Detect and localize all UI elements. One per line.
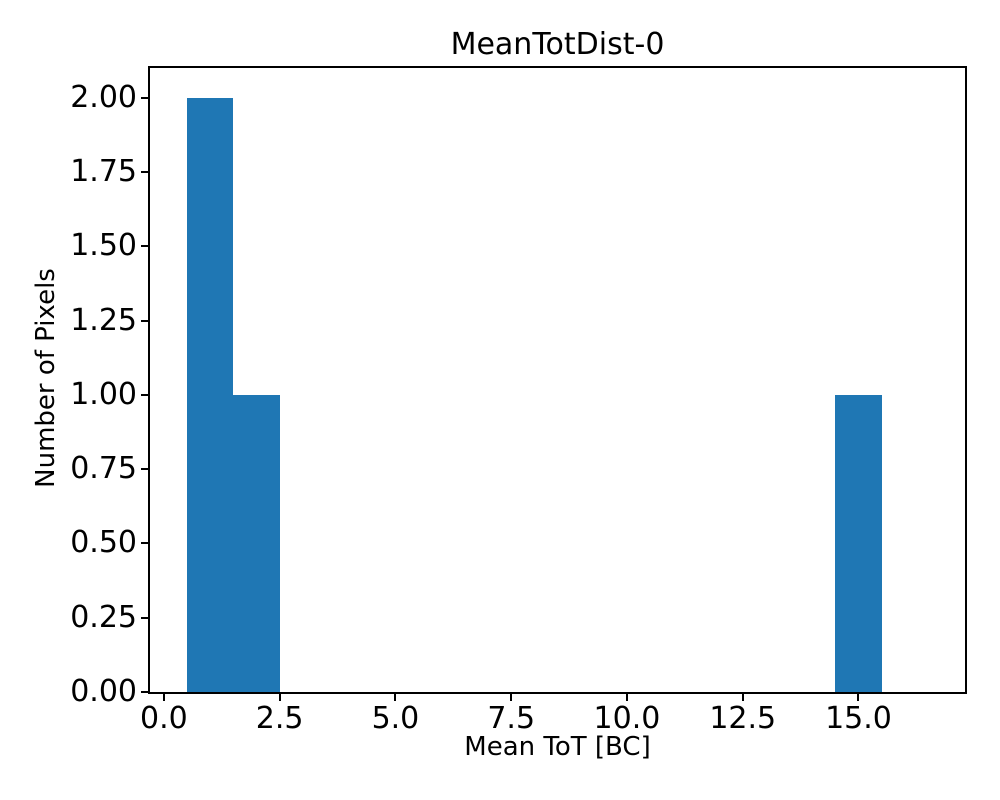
x-tick-label: 12.5: [709, 701, 777, 736]
x-tick-label: 15.0: [825, 701, 892, 736]
y-tick-mark: [141, 691, 148, 693]
x-tick-label: 7.5: [487, 701, 536, 736]
y-tick-label: 0.75: [70, 451, 137, 487]
y-tick-label: 2.00: [70, 79, 137, 115]
x-tick-label: 10.0: [593, 701, 661, 736]
x-tick-label: 5.0: [371, 701, 420, 736]
x-tick-mark: [741, 694, 744, 701]
x-tick-mark: [394, 694, 397, 701]
y-tick-label: 0.50: [70, 525, 137, 561]
x-tick-mark: [510, 694, 513, 701]
y-tick-mark: [141, 542, 148, 545]
histogram-bar: [187, 97, 234, 692]
x-axis-label: Mean ToT [BC]: [464, 732, 651, 762]
plot-area: 0.0 2.5 5.0 7.5 10.0 12.5 15.0 0.00 0.25 0.50 0.75…: [70, 66, 967, 734]
x-tick-mark: [625, 694, 628, 701]
y-tick-mark: [141, 319, 148, 322]
y-tick-mark: [141, 616, 148, 619]
y-axis-label: Number of Pixels: [31, 268, 61, 488]
histogram-bar: [835, 394, 882, 692]
y-tick-mark: [141, 96, 148, 99]
y-tick-mark: [141, 245, 148, 248]
y-tick-mark: [141, 171, 148, 173]
x-tick-label: 2.5: [255, 701, 304, 736]
chart-title: MeanTotDist-0: [450, 27, 665, 62]
x-tick-label: 0.0: [140, 701, 188, 736]
x-tick-mark: [857, 694, 860, 701]
x-tick-mark: [278, 694, 281, 701]
y-tick-label: 0.25: [70, 599, 137, 635]
y-tick-mark: [141, 468, 148, 471]
y-tick-label: 1.75: [70, 154, 137, 189]
histogram-bar: [233, 394, 280, 692]
x-tick-mark: [162, 694, 165, 701]
y-tick-label: 0.00: [70, 674, 137, 709]
y-tick-label: 1.25: [70, 302, 137, 338]
y-tick-label: 1.50: [70, 228, 137, 264]
y-tick-mark: [141, 393, 148, 396]
y-tick-label: 1.00: [70, 376, 137, 412]
